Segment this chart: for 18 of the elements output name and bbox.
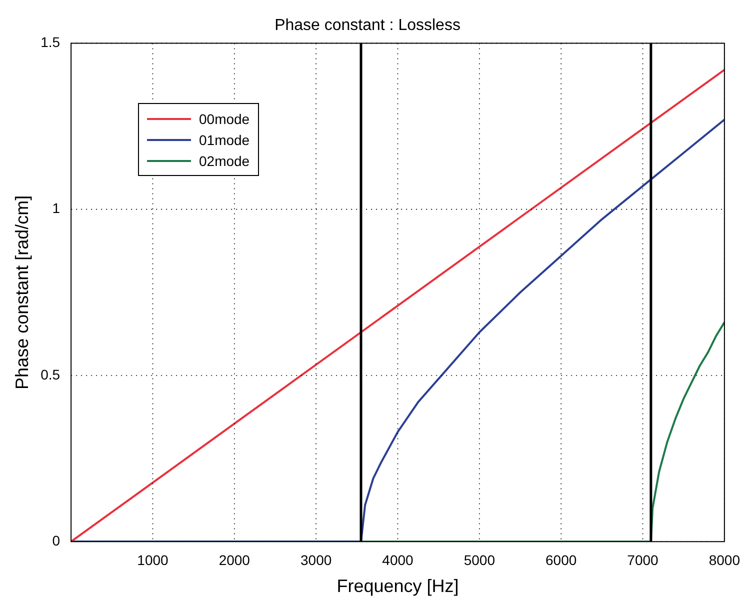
y-tick-label: 1 bbox=[52, 200, 60, 216]
x-tick-label: 4000 bbox=[382, 552, 414, 568]
legend-label: 02mode bbox=[199, 152, 250, 168]
y-tick-label: 0.5 bbox=[40, 366, 60, 382]
x-tick-label: 5000 bbox=[464, 552, 496, 568]
legend-label: 00mode bbox=[199, 110, 250, 126]
x-tick-label: 1000 bbox=[137, 552, 169, 568]
x-tick-label: 2000 bbox=[218, 552, 250, 568]
y-axis-title: Phase constant [rad/cm] bbox=[12, 195, 32, 390]
y-tick-label: 1.5 bbox=[40, 34, 60, 50]
x-tick-label: 7000 bbox=[627, 552, 659, 568]
x-tick-label: 3000 bbox=[300, 552, 332, 568]
y-tick-label: 0 bbox=[52, 532, 60, 548]
x-tick-label: 6000 bbox=[546, 552, 577, 568]
legend-label: 01mode bbox=[199, 132, 250, 148]
chart-title: Phase constant : Lossless bbox=[274, 17, 460, 34]
x-tick-label: 8000 bbox=[708, 552, 740, 568]
x-axis-title: Frequency [Hz] bbox=[336, 576, 459, 596]
